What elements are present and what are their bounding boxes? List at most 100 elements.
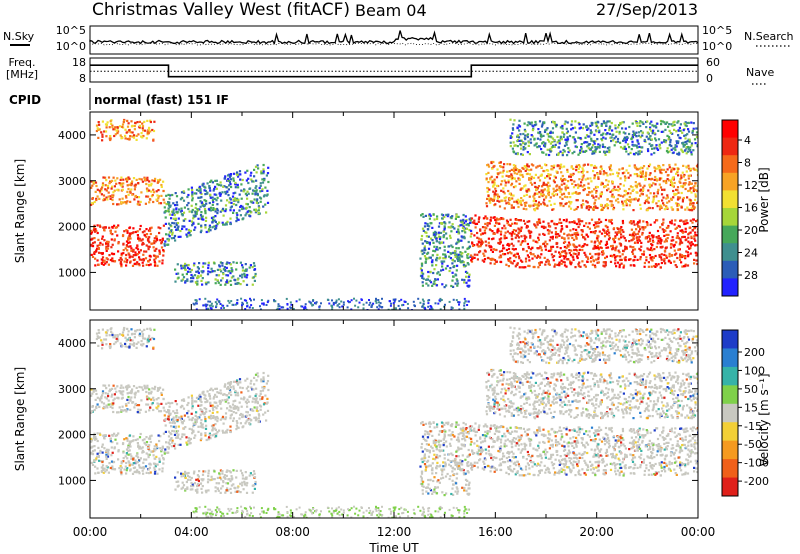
power-cell-315	[101, 182, 105, 185]
power-cell-958	[245, 206, 248, 209]
power-cell-2067	[517, 240, 520, 243]
freq-left-tick-top: 18	[72, 56, 86, 69]
power-cell-3597	[537, 204, 540, 207]
power-cell-261	[152, 246, 155, 249]
velocity-cell-220	[111, 468, 114, 471]
power-cell-811	[200, 211, 203, 214]
power-cell-4184	[526, 124, 529, 127]
power-cell-1649	[606, 233, 609, 236]
power-cell-4019	[579, 126, 582, 129]
power-cell-140	[125, 244, 128, 247]
power-cell-3542	[662, 164, 665, 167]
power-cell-4323	[377, 299, 380, 301]
power-cell-2218	[530, 253, 533, 256]
power-cell-1419	[421, 274, 424, 278]
power-cell-3972	[531, 129, 534, 132]
power-cell-3531	[492, 199, 495, 202]
power-cell-2436	[585, 233, 588, 236]
power-cell-3520	[507, 181, 510, 184]
power-cell-1976	[564, 240, 567, 243]
velocity-cell-202	[161, 470, 164, 473]
power-cell-4083	[516, 145, 519, 148]
power-cell-4210	[687, 130, 691, 133]
power-cell-1341	[457, 228, 460, 231]
power-cell-3839	[545, 128, 548, 131]
power-cell-648	[229, 173, 233, 176]
power-cell-4071	[557, 139, 560, 142]
power-cell-1191	[224, 283, 227, 286]
power-cell-4313	[375, 297, 377, 300]
power-cell-3411	[596, 173, 599, 176]
power-cell-3445	[666, 194, 669, 197]
power-cell-1484	[421, 281, 424, 284]
power-cell-4080	[596, 126, 600, 129]
power-cell-2046	[505, 248, 508, 252]
power-cell-1277	[449, 257, 452, 260]
power-cell-1139	[252, 262, 256, 265]
power-cell-154	[113, 224, 116, 227]
power-cell-3148	[672, 196, 675, 199]
velocity-cell-230	[124, 465, 127, 468]
power-cell-2438	[685, 250, 688, 253]
power-cell-447	[151, 194, 154, 197]
power-cell-622	[255, 199, 258, 203]
power-cell-2657	[503, 235, 506, 238]
velocity-cell-32	[135, 471, 138, 474]
velocity-cell-132	[158, 457, 161, 460]
power-cell-2368	[547, 249, 550, 252]
power-cell-1691	[581, 260, 584, 263]
power-cell-2582	[642, 228, 645, 231]
power-cell-660	[253, 208, 256, 211]
power-cell-398	[105, 189, 108, 192]
power-cell-2647	[567, 233, 570, 236]
power-cell-3427	[529, 178, 532, 181]
power-cell-690	[184, 218, 187, 221]
power-cell-15	[90, 253, 93, 256]
power-cell-772	[252, 180, 255, 183]
power-cell-2856	[578, 178, 581, 181]
power-cell-1450	[461, 252, 464, 255]
power-cell-1184	[214, 282, 217, 285]
velocity-cell-349	[122, 390, 125, 393]
power-cell-1109	[225, 262, 228, 265]
power-cell-3140	[576, 199, 579, 202]
power-cell-2609	[610, 245, 613, 248]
power-cell-2055	[540, 249, 543, 252]
power-cell-3555	[603, 185, 606, 188]
power-cell-1579	[419, 267, 423, 270]
power-cell-331	[105, 179, 108, 182]
power-cell-3092	[517, 205, 520, 209]
power-cell-4008	[666, 147, 669, 150]
power-cell-580	[101, 139, 104, 142]
power-cell-2618	[622, 249, 625, 252]
velocity-cell-237	[115, 434, 119, 437]
power-cell-3761	[614, 127, 617, 130]
power-cell-4297	[308, 300, 311, 303]
velocity-cell-150	[128, 464, 131, 467]
power-cell-3423	[643, 202, 646, 205]
power-cell-1150	[193, 274, 197, 277]
power-cell-182	[98, 224, 101, 227]
power-cell-932	[200, 224, 203, 227]
power-cell-2235	[581, 220, 584, 223]
power-cell-1546	[451, 223, 454, 226]
power-cell-4242	[443, 305, 446, 308]
power-cell-2237	[605, 246, 608, 249]
power-cell-784	[169, 224, 172, 227]
freq-panel-frame	[89, 57, 699, 83]
power-cell-2893	[680, 185, 683, 188]
power-cell-3946	[537, 131, 540, 134]
power-cell-4420	[362, 307, 365, 310]
power-cell-1530	[459, 261, 463, 264]
power-cell-3484	[528, 195, 531, 198]
power-cell-1180	[253, 268, 257, 271]
power-cell-224	[117, 224, 120, 227]
power-cell-448	[136, 203, 139, 206]
power-cell-595	[144, 129, 147, 132]
power-cell-2340	[506, 222, 509, 225]
power-cell-3920	[561, 154, 564, 157]
velocity-cell-360	[93, 408, 96, 412]
power-cell-2671	[610, 222, 614, 225]
power-cell-2075	[596, 239, 599, 242]
power-cell-2749	[623, 171, 626, 174]
